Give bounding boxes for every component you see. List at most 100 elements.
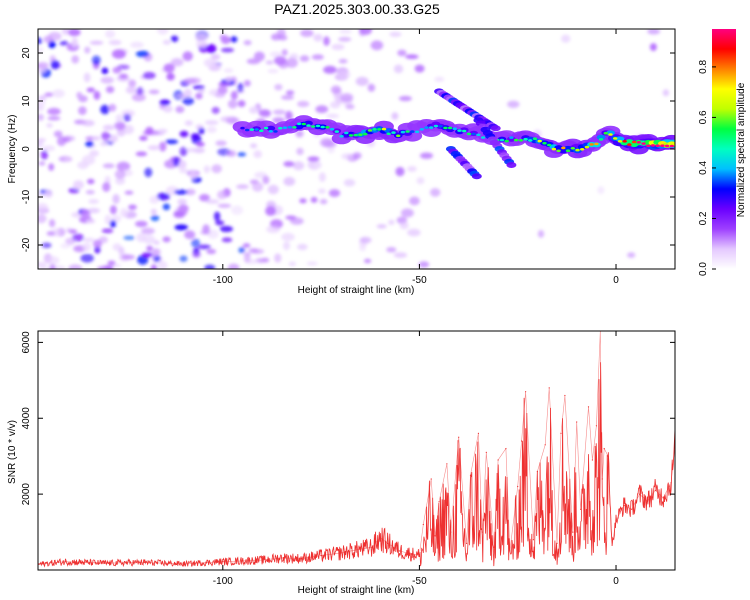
heatmap-noise-cell	[179, 168, 189, 174]
heatmap-ridge-cell	[245, 128, 250, 132]
heatmap-noise-cell	[38, 138, 46, 143]
heatmap-noise-cell	[38, 37, 43, 45]
heatmap-noise-cell	[386, 247, 397, 253]
heatmap-noise-cell	[109, 220, 117, 228]
heatmap-noise-cell	[265, 206, 276, 216]
heatmap-ridge-cell	[580, 148, 585, 151]
heatmap-noise-cell	[179, 146, 188, 157]
colorbar: 0.0 0.2 0.4 0.6 0.8 Normalized spectral ampl…	[698, 29, 747, 276]
heatmap-noise-cell	[409, 196, 420, 206]
heatmap-noise-cell	[407, 228, 421, 237]
heatmap-noise-cell	[82, 242, 92, 252]
heatmap-ridge-cell	[617, 140, 623, 143]
heatmap-noise-cell	[359, 243, 367, 252]
heatmap-noise-cell	[175, 105, 185, 114]
y-tick-label: 20	[21, 47, 32, 59]
colorbar-ticks: 0.0 0.2 0.4 0.6 0.8	[698, 60, 716, 276]
heatmap-ridge-cell	[596, 134, 606, 140]
heatmap-ridge-cell	[296, 122, 302, 126]
heatmap-noise-cell	[267, 184, 279, 195]
heatmap-noise-cell	[376, 224, 387, 229]
heatmap-noise-cell	[217, 203, 232, 208]
heatmap-noise-cell	[195, 92, 203, 100]
colorbar-tick-label: 0.6	[698, 110, 709, 124]
heatmap-noise-cell	[285, 90, 295, 96]
heatmap-noise-cell	[292, 161, 305, 171]
spectrogram-x-label: Height of straight line (km)	[298, 285, 415, 296]
heatmap-noise-cell	[355, 76, 369, 86]
snr-x-label: Height of straight line (km)	[298, 585, 415, 596]
heatmap-noise-cell	[323, 36, 330, 46]
heatmap-noise-cell	[281, 232, 295, 242]
snr-y-label: SNR (10 * v/v)	[7, 420, 18, 484]
heatmap-noise-cell	[315, 105, 329, 114]
heatmap-noise-cell	[141, 252, 154, 258]
heatmap-noise-cell	[391, 112, 399, 120]
heatmap-noise-cell	[81, 119, 95, 127]
heatmap-noise-cell	[243, 254, 251, 263]
y-tick-label: 2000	[21, 483, 32, 506]
heatmap-ridge-cell	[334, 130, 339, 133]
heatmap-noise-cell	[85, 190, 95, 195]
heatmap-noise-cell	[537, 230, 545, 238]
heatmap-noise-cell	[237, 152, 247, 157]
heatmap-noise-cell	[114, 121, 126, 131]
heatmap-noise-cell	[149, 195, 160, 204]
heatmap-noise-cell	[400, 208, 414, 218]
heatmap-noise-cell	[123, 235, 135, 240]
heatmap-noise-cell	[41, 242, 52, 249]
heatmap-noise-cell	[104, 214, 112, 225]
heatmap-noise-cell	[274, 56, 287, 66]
heatmap-noise-cell	[81, 209, 91, 220]
y-tick-label: -20	[21, 237, 32, 252]
heatmap-noise-cell	[175, 93, 186, 99]
heatmap-noise-cell	[215, 140, 227, 146]
heatmap-noise-cell	[116, 161, 131, 172]
heatmap-noise-cell	[136, 87, 144, 95]
heatmap-noise-cell	[150, 208, 157, 215]
heatmap-ridge-cell	[565, 149, 571, 152]
heatmap-noise-cell	[105, 86, 115, 94]
heatmap-ridge-cell	[575, 148, 580, 152]
heatmap-noise-cell	[278, 34, 288, 41]
heatmap-noise-cell	[202, 224, 210, 235]
heatmap-ridge-cell	[282, 126, 288, 129]
heatmap-noise-cell	[343, 179, 356, 187]
heatmap-noise-cell	[238, 247, 245, 254]
heatmap-noise-cell	[48, 163, 55, 171]
heatmap-noise-cell	[163, 63, 175, 73]
heatmap-noise-cell	[338, 36, 352, 42]
heatmap-ridge-cell	[542, 141, 547, 145]
heatmap-noise-cell	[89, 40, 104, 45]
heatmap-noise-cell	[114, 169, 126, 180]
heatmap-noise-cell	[49, 264, 56, 269]
heatmap-noise-cell	[420, 152, 433, 159]
heatmap-noise-cell	[125, 86, 137, 94]
heatmap-ridge-cell	[304, 120, 313, 126]
colorbar-tick-label: 0.2	[698, 211, 709, 225]
heatmap-noise-cell	[299, 198, 307, 204]
heatmap-noise-cell	[130, 41, 144, 49]
heatmap-noise-cell	[337, 70, 351, 79]
heatmap-ridge-cell	[320, 125, 325, 129]
heatmap-noise-cell	[249, 106, 259, 114]
heatmap-noise-cell	[109, 134, 119, 143]
heatmap-noise-cell	[100, 76, 114, 84]
heatmap-noise-cell	[340, 93, 354, 103]
heatmap-noise-cell	[197, 41, 208, 48]
heatmap-noise-cell	[191, 238, 201, 248]
heatmap-ridge-cell	[669, 144, 675, 148]
heatmap-noise-cell	[189, 170, 198, 180]
heatmap-noise-cell	[219, 34, 228, 41]
heatmap-ridge-cell	[528, 139, 533, 142]
heatmap-noise-cell	[206, 248, 217, 255]
heatmap-noise-cell	[165, 139, 179, 145]
spectrogram-y-label: Frequency (Hz)	[7, 115, 18, 184]
heatmap-noise-cell	[150, 215, 160, 222]
heatmap-ridge-cell	[476, 133, 481, 137]
heatmap-noise-cell	[177, 198, 187, 206]
heatmap-noise-cell	[50, 59, 60, 70]
heatmap-noise-cell	[189, 77, 201, 84]
heatmap-noise-cell	[318, 188, 326, 194]
heatmap-noise-cell	[399, 221, 409, 230]
